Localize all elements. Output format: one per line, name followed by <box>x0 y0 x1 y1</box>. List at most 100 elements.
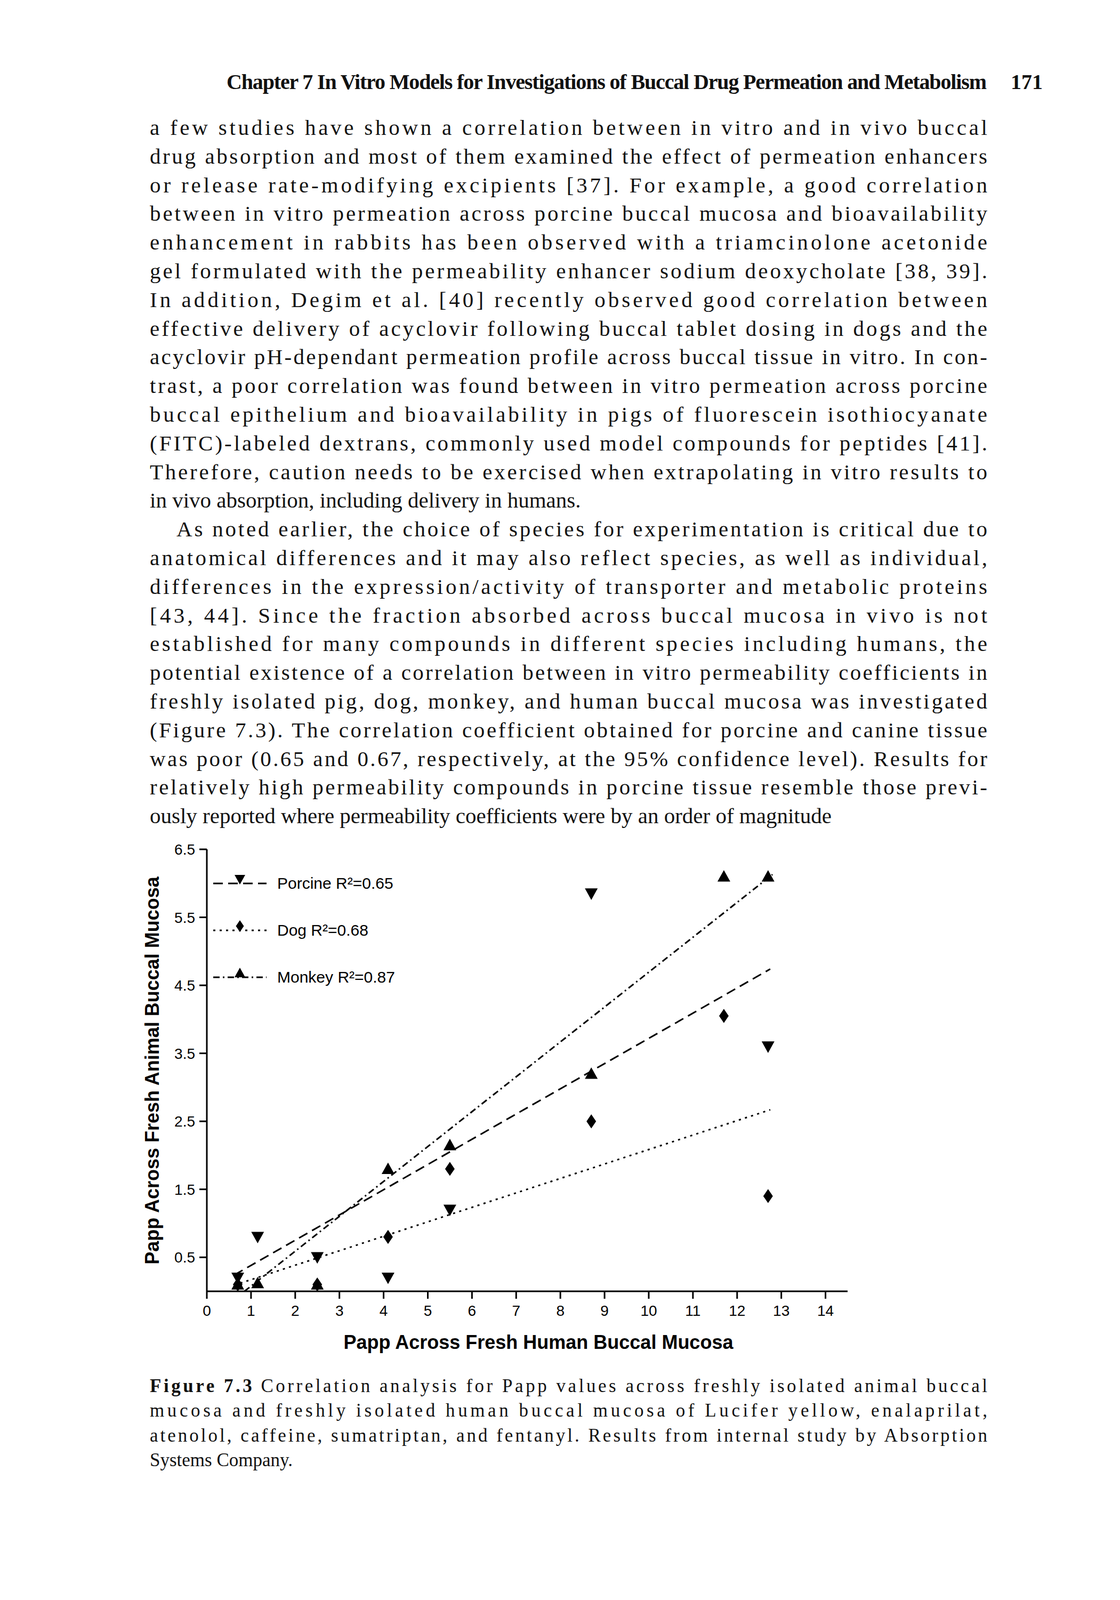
body-line: effective delivery of acyclovir followin… <box>149 316 988 341</box>
y-tick <box>199 1052 207 1054</box>
x-tick-label: 3 <box>335 1302 344 1319</box>
body-line: between in vitro permeation across porci… <box>149 200 988 226</box>
plot-area <box>231 869 775 1292</box>
y-tick <box>199 1256 207 1259</box>
x-tick-label: 14 <box>817 1302 834 1319</box>
data-point <box>231 1277 245 1290</box>
legend-marker <box>236 920 245 932</box>
x-tick-label: 9 <box>600 1302 609 1319</box>
body-line: anatomical differences and it may also r… <box>149 545 988 570</box>
body-line: in vivo absorption, including delivery i… <box>149 487 582 513</box>
x-tick-label: 13 <box>772 1302 790 1319</box>
y-tick-label: 2.5 <box>174 1113 196 1130</box>
body-line: gel formulated with the permeability enh… <box>149 258 988 284</box>
caption-line: Systems Company. <box>149 1449 293 1471</box>
body-line: (Figure 7.3). The correlation coefficien… <box>149 717 988 743</box>
y-tick-label: 4.5 <box>174 977 196 994</box>
x-axis-label: Papp Across Fresh Human Buccal Mucosa <box>343 1331 735 1353</box>
trend-line <box>234 1109 771 1286</box>
data-point <box>763 1188 773 1203</box>
data-point <box>443 1204 457 1216</box>
trend-line <box>234 969 771 1276</box>
caption-text: Correlation analysis for Papp values acr… <box>260 1375 988 1397</box>
body-line: drug absorption and most of them examine… <box>149 143 988 169</box>
x-tick <box>471 1291 473 1299</box>
caption-line: atenolol, caffeine, sumatriptan, and fen… <box>149 1424 988 1446</box>
body-line: trast, a poor correlation was found betw… <box>149 373 988 398</box>
x-tick <box>338 1291 341 1299</box>
caption-label: Figure 7.3 <box>149 1375 253 1397</box>
body-line: In addition, Degim et al. [40] recently … <box>149 287 988 312</box>
data-point <box>310 1252 324 1264</box>
data-point <box>584 1067 598 1079</box>
x-tick-label: 7 <box>511 1302 521 1319</box>
data-point <box>383 1229 393 1244</box>
data-point <box>381 1272 395 1285</box>
data-point <box>586 1114 596 1128</box>
caption-line: mucosa and freshly isolated human buccal… <box>149 1399 988 1421</box>
background <box>0 0 1120 1600</box>
data-point <box>717 869 731 882</box>
data-point <box>584 888 598 900</box>
page: Chapter 7 In Vitro Models for Investigat… <box>0 0 1120 1600</box>
x-tick <box>250 1291 252 1299</box>
data-point <box>443 1138 457 1151</box>
body-line: relatively high permeability compounds i… <box>149 774 988 800</box>
x-tick-label: 2 <box>291 1302 300 1319</box>
x-tick <box>824 1291 827 1299</box>
data-point <box>251 1231 264 1244</box>
data-point <box>761 869 775 882</box>
y-tick-label: 0.5 <box>174 1249 196 1266</box>
x-tick <box>603 1291 606 1299</box>
body-line: ously reported where permeability coeffi… <box>149 803 832 828</box>
body-line: a few studies have shown a correlation b… <box>149 115 988 140</box>
body-line: acyclovir pH-dependant permeation profil… <box>149 344 988 369</box>
body-line: potential existence of a correlation bet… <box>149 659 988 685</box>
body-line: differences in the expression/activity o… <box>149 574 988 599</box>
running-header: Chapter 7 In Vitro Models for Investigat… <box>226 69 987 94</box>
y-tick-label: 1.5 <box>174 1181 196 1198</box>
y-axis-label: Papp Across Fresh Animal Buccal Mucosa <box>141 875 164 1265</box>
legend-label: Dog R²=0.68 <box>277 921 369 939</box>
body-line: or release rate-modifying excipients [37… <box>149 172 988 198</box>
x-tick-label: 11 <box>685 1302 701 1319</box>
y-tick-label: 3.5 <box>174 1045 196 1062</box>
body-line: buccal epithelium and bioavailability in… <box>149 401 988 427</box>
x-tick-label: 4 <box>379 1302 389 1319</box>
caption-line: Figure 7.3 Correlation analysis for Papp … <box>149 1375 988 1397</box>
legend-marker <box>234 967 246 978</box>
x-tick <box>426 1291 429 1299</box>
y-tick <box>199 848 207 851</box>
x-tick-label: 0 <box>202 1302 212 1319</box>
body-line: enhancement in rabbits has been observed… <box>149 229 988 255</box>
data-point <box>719 1008 729 1023</box>
x-tick-label: 5 <box>423 1302 433 1319</box>
y-tick <box>199 1120 207 1123</box>
legend-label: Monkey R²=0.87 <box>277 968 396 986</box>
x-axis <box>206 1290 848 1293</box>
body-line: established for many compounds in differ… <box>149 631 988 656</box>
y-tick <box>199 984 207 987</box>
page-number: 171 <box>1010 69 1043 94</box>
body-line: [43, 44]. Since the fraction absorbed ac… <box>149 602 988 628</box>
x-tick-label: 10 <box>640 1302 657 1319</box>
chart: 0.51.52.53.54.55.56.50123456789101112131… <box>141 841 848 1353</box>
body-line: freshly isolated pig, dog, monkey, and h… <box>149 688 988 714</box>
x-tick-label: 1 <box>246 1302 256 1319</box>
data-point <box>761 1041 775 1053</box>
x-tick <box>647 1291 650 1299</box>
y-tick-label: 6.5 <box>174 841 196 858</box>
body-line: (FITC)-labeled dextrans, commonly used m… <box>149 430 988 456</box>
y-axis <box>206 849 208 1292</box>
x-tick-label: 8 <box>556 1302 565 1319</box>
trend-line <box>244 874 773 1292</box>
body-line: was poor (0.65 and 0.67, respectively, a… <box>149 746 988 771</box>
legend-marker <box>234 874 246 885</box>
legend-label: Porcine R²=0.65 <box>277 874 394 892</box>
y-tick <box>199 916 207 918</box>
x-tick-label: 6 <box>468 1302 477 1319</box>
x-tick <box>780 1291 783 1299</box>
y-tick <box>199 1188 207 1190</box>
x-tick <box>559 1291 562 1299</box>
data-point <box>310 1277 324 1290</box>
